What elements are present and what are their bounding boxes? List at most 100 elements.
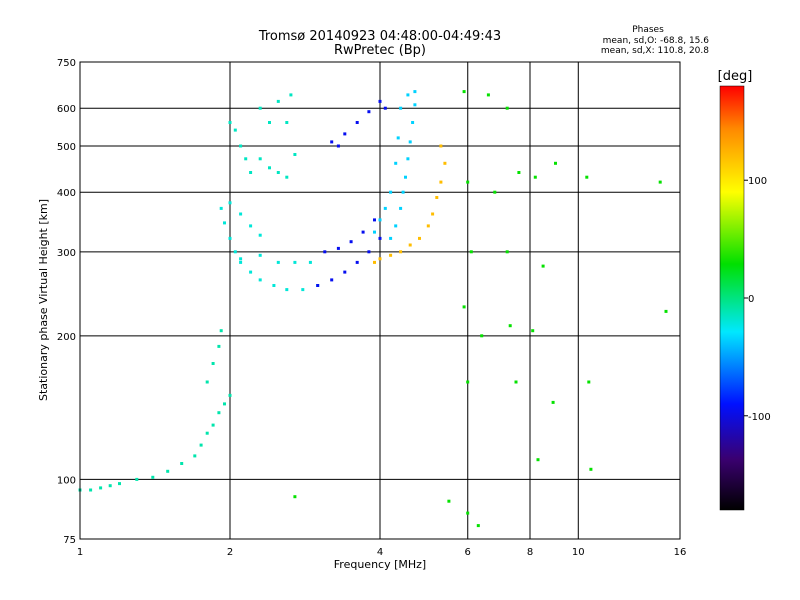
data-point bbox=[330, 140, 334, 144]
data-point bbox=[585, 175, 589, 179]
data-point bbox=[293, 153, 297, 156]
data-point bbox=[505, 250, 509, 254]
data-point bbox=[223, 221, 226, 225]
data-point bbox=[330, 278, 334, 282]
data-point bbox=[244, 157, 248, 161]
data-point bbox=[268, 121, 271, 124]
data-point bbox=[587, 380, 591, 384]
data-point bbox=[233, 250, 237, 254]
colorbar-ticks: 100 0 -100 bbox=[744, 176, 771, 423]
data-point bbox=[533, 175, 537, 179]
data-point bbox=[413, 103, 417, 107]
data-point bbox=[249, 270, 253, 274]
data-point bbox=[285, 175, 289, 179]
data-point bbox=[205, 431, 209, 435]
phases-title: Phases bbox=[632, 25, 664, 35]
data-point bbox=[258, 253, 262, 257]
data-point bbox=[389, 253, 393, 257]
colorbar-tick-label: -100 bbox=[748, 412, 771, 423]
data-point bbox=[239, 260, 243, 264]
data-point bbox=[199, 443, 203, 447]
data-point bbox=[399, 106, 403, 110]
data-point bbox=[228, 236, 232, 240]
data-point bbox=[118, 482, 121, 486]
data-point bbox=[541, 264, 545, 268]
data-point bbox=[378, 218, 382, 222]
data-point bbox=[301, 288, 305, 292]
data-point bbox=[151, 475, 155, 479]
data-point bbox=[418, 236, 421, 240]
data-point bbox=[336, 144, 340, 148]
data-point bbox=[378, 99, 382, 103]
data-point bbox=[517, 171, 521, 174]
data-point bbox=[389, 190, 393, 194]
y-tick-label: 400 bbox=[57, 188, 76, 199]
data-point bbox=[249, 224, 253, 228]
data-point bbox=[411, 121, 415, 124]
phases-x-stats: mean, sd,X: 110.8, 20.8 bbox=[601, 46, 709, 56]
data-point bbox=[343, 132, 347, 136]
data-point bbox=[373, 218, 376, 222]
data-point bbox=[276, 260, 280, 264]
data-point bbox=[285, 121, 289, 124]
x-tick-label: 10 bbox=[572, 547, 585, 558]
data-point bbox=[343, 270, 347, 274]
data-point bbox=[349, 240, 353, 244]
chart-title: Tromsø 20140923 04:48:00-04:49:43 bbox=[258, 29, 501, 44]
data-point bbox=[589, 467, 593, 471]
data-point bbox=[249, 171, 253, 174]
data-point bbox=[99, 486, 103, 490]
x-tick-label: 16 bbox=[674, 547, 687, 558]
data-point bbox=[211, 362, 215, 365]
x-tick-label: 8 bbox=[527, 547, 533, 558]
data-point bbox=[431, 212, 435, 216]
data-point bbox=[373, 260, 376, 264]
data-point bbox=[285, 288, 289, 292]
data-point bbox=[443, 161, 447, 165]
x-tick-label: 1 bbox=[77, 547, 83, 558]
data-point bbox=[239, 212, 243, 216]
data-point bbox=[383, 106, 387, 110]
data-point bbox=[439, 180, 443, 184]
data-point bbox=[289, 93, 293, 97]
data-point bbox=[551, 400, 555, 404]
data-point bbox=[258, 157, 262, 161]
y-axis-label: Stationary phase Virtual Height [km] bbox=[37, 199, 50, 401]
data-point bbox=[462, 90, 466, 94]
data-point bbox=[536, 458, 540, 462]
data-point bbox=[217, 411, 221, 415]
data-point bbox=[447, 499, 451, 503]
data-point bbox=[439, 144, 443, 148]
data-point bbox=[466, 380, 470, 384]
data-point bbox=[435, 196, 439, 199]
colorbar-tick-label: 100 bbox=[748, 176, 767, 187]
data-point bbox=[205, 380, 209, 384]
data-point bbox=[514, 380, 518, 384]
x-tick-label: 6 bbox=[465, 547, 471, 558]
data-point bbox=[258, 233, 262, 237]
data-point bbox=[406, 93, 410, 97]
data-point bbox=[462, 305, 466, 309]
data-point bbox=[396, 136, 400, 140]
y-tick-label: 200 bbox=[57, 332, 76, 343]
data-point bbox=[408, 140, 412, 144]
data-point bbox=[336, 246, 340, 250]
data-point bbox=[394, 224, 398, 228]
data-point bbox=[426, 224, 430, 228]
grid-lines bbox=[79, 61, 681, 540]
data-point bbox=[233, 128, 237, 132]
data-point bbox=[486, 93, 490, 97]
data-point bbox=[355, 260, 359, 264]
data-point bbox=[389, 236, 393, 240]
data-point bbox=[308, 260, 312, 264]
data-point bbox=[383, 206, 387, 210]
data-point bbox=[361, 230, 365, 234]
data-point bbox=[276, 171, 280, 174]
data-point bbox=[228, 201, 232, 205]
data-point bbox=[378, 236, 382, 240]
data-point bbox=[480, 334, 484, 338]
data-point bbox=[367, 110, 371, 114]
plot-frame bbox=[79, 61, 681, 540]
data-point bbox=[469, 250, 473, 254]
